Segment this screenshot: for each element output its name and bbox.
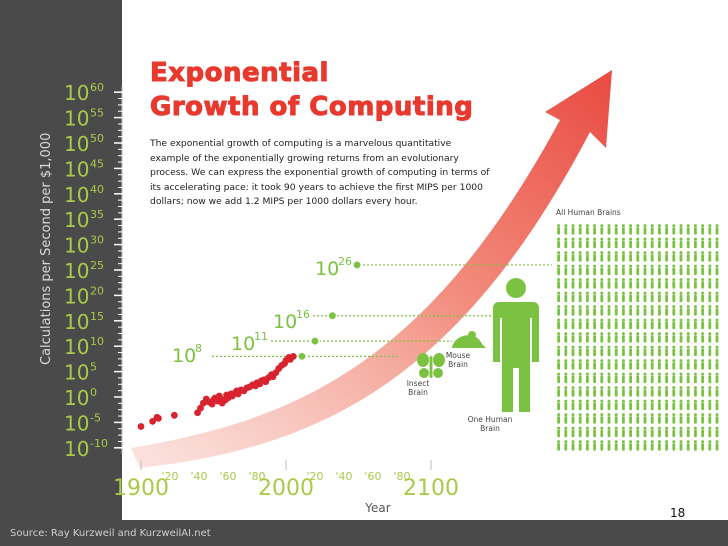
level-label-exponent: 16 xyxy=(296,308,310,321)
x-minor-tick-label: '40 xyxy=(190,470,207,483)
y-tick-exponent: 25 xyxy=(90,259,104,272)
y-tick: 10 5 xyxy=(64,361,124,392)
level-marker xyxy=(327,310,338,321)
y-tick-base: 10 xyxy=(64,132,89,156)
y-tick-exponent: 35 xyxy=(90,208,104,221)
left-margin xyxy=(0,0,122,546)
x-minor-tick-label: '20 xyxy=(306,470,323,483)
y-tick-base: 10 xyxy=(64,183,89,207)
data-point xyxy=(149,417,157,425)
level-label-exponent: 8 xyxy=(195,342,202,355)
y-tick: 10 40 xyxy=(64,183,124,214)
y-tick-base: 10 xyxy=(64,107,89,131)
y-tick: 10 30 xyxy=(64,234,124,265)
level-label-exponent: 11 xyxy=(254,330,268,343)
y-tick: 10 25 xyxy=(64,259,124,290)
y-tick: 10 -5 xyxy=(64,411,124,442)
mouse-brain-icon xyxy=(452,331,486,348)
y-tick-exponent: 10 xyxy=(90,335,104,348)
y-tick-exponent: 30 xyxy=(90,234,104,247)
annotation-label: Mouse Brain xyxy=(446,351,471,369)
annotation-label: One Human Brain xyxy=(468,415,513,433)
source-credit: Source: Ray Kurzweil and KurzweilAI.net xyxy=(10,528,211,539)
y-tick-base: 10 xyxy=(64,234,89,258)
level-label-base: 10 xyxy=(273,311,297,333)
y-tick-base: 10 xyxy=(64,259,89,283)
y-tick-base: 10 xyxy=(64,284,89,308)
y-tick-exponent: 60 xyxy=(90,81,104,94)
y-tick-base: 10 xyxy=(64,208,89,232)
y-tick: 10 45 xyxy=(64,157,124,188)
x-axis-label: Year xyxy=(364,501,390,515)
data-point xyxy=(170,411,178,419)
x-minor-tick-label: '20 xyxy=(161,470,178,483)
y-tick-exponent: -10 xyxy=(90,437,108,450)
y-tick-base: 10 xyxy=(64,411,89,435)
y-tick-exponent: 5 xyxy=(90,361,97,374)
level-label-base: 10 xyxy=(172,345,196,367)
y-tick-exponent: 55 xyxy=(90,107,104,120)
x-minor-tick-label: '60 xyxy=(364,470,381,483)
data-point xyxy=(137,423,145,430)
level-marker xyxy=(352,259,362,270)
y-tick-base: 10 xyxy=(64,310,89,334)
x-minor-tick-label: '80 xyxy=(393,470,410,483)
growth-arrow xyxy=(131,70,612,468)
data-point xyxy=(289,352,297,360)
x-minor-tick-label: '80 xyxy=(248,470,265,483)
x-major-tick-label: 2000 xyxy=(258,476,314,501)
x-major-tick-label: 1900 xyxy=(113,476,169,501)
y-tick: 10 0 xyxy=(64,386,124,417)
chart-title-line2: Growth of Computing xyxy=(149,92,474,123)
all-human-brains-crowd xyxy=(557,224,719,451)
y-tick-exponent: 15 xyxy=(90,310,104,323)
y-tick-exponent: 20 xyxy=(90,284,104,297)
data-point xyxy=(197,404,204,412)
y-axis-label: Calculations per Second per $1,000 xyxy=(39,133,54,365)
y-tick: 10 55 xyxy=(64,107,124,138)
annotation-label: All Human Brains xyxy=(556,208,621,217)
one-human-brain-icon xyxy=(493,278,539,412)
y-tick-base: 10 xyxy=(64,361,89,385)
data-point xyxy=(155,414,162,422)
chart-description: The exponential growth of computing is a… xyxy=(150,138,490,207)
x-major-tick-label: 2100 xyxy=(403,476,459,501)
y-tick-base: 10 xyxy=(64,157,89,181)
x-minor-tick-label: '60 xyxy=(219,470,236,483)
level-marker xyxy=(310,336,320,347)
level-marker xyxy=(297,351,307,362)
bottom-bar xyxy=(0,520,728,546)
x-minor-tick-label: '40 xyxy=(335,470,352,483)
y-tick: 10 50 xyxy=(64,132,124,163)
y-tick-base: 10 xyxy=(64,386,89,410)
y-tick-exponent: 50 xyxy=(90,132,104,145)
y-tick: 10 10 xyxy=(64,335,124,366)
chart-title-line1: Exponential xyxy=(150,58,329,89)
y-tick: 10 20 xyxy=(64,284,124,315)
chart-panel xyxy=(122,0,728,546)
y-tick-exponent: 45 xyxy=(90,157,104,170)
insect-brain-icon xyxy=(417,353,445,378)
page-number: 18 xyxy=(670,506,686,520)
y-tick: 10 60 xyxy=(64,81,124,112)
y-tick-exponent: -5 xyxy=(90,411,101,424)
y-tick-exponent: 0 xyxy=(90,386,97,399)
y-tick-base: 10 xyxy=(64,437,89,461)
y-tick: 10 15 xyxy=(64,310,124,341)
y-tick-exponent: 40 xyxy=(90,183,104,196)
y-tick: 10 -10 xyxy=(64,437,124,461)
y-tick-base: 10 xyxy=(64,81,89,105)
level-label-base: 10 xyxy=(231,333,255,355)
y-tick-base: 10 xyxy=(64,335,89,359)
annotation-label: Insect Brain xyxy=(407,379,430,397)
level-label-base: 10 xyxy=(315,258,339,280)
y-tick: 10 35 xyxy=(64,208,124,239)
level-label-exponent: 26 xyxy=(338,255,352,268)
